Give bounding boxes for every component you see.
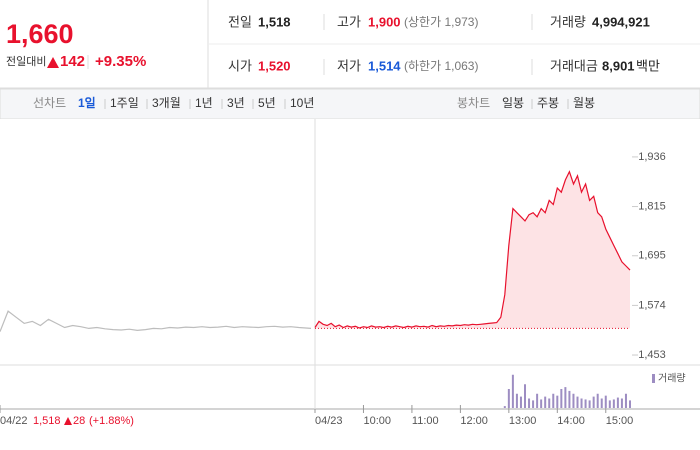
volume-bar bbox=[596, 393, 599, 408]
volume-bar bbox=[556, 395, 559, 408]
period-tab[interactable]: 1년 bbox=[195, 96, 213, 110]
area bbox=[315, 171, 630, 329]
volume-bar bbox=[624, 393, 627, 408]
stat-value: 4,994,921 bbox=[592, 14, 650, 29]
volume-bar bbox=[592, 396, 595, 408]
volume-bar bbox=[548, 398, 551, 408]
candle-tab[interactable]: 월봉 bbox=[573, 96, 595, 110]
y-tick-label: 1,936 bbox=[638, 151, 666, 163]
volume-bar bbox=[568, 390, 571, 408]
legend-swatch bbox=[652, 374, 655, 383]
stat-unit: 백만 bbox=[636, 58, 660, 73]
price-line bbox=[0, 310, 312, 332]
volume-bar bbox=[608, 400, 611, 408]
stat-note: (하한가 1,063) bbox=[404, 59, 478, 73]
volume-bar bbox=[507, 389, 510, 408]
candle-tab[interactable]: 일봉 bbox=[502, 96, 524, 110]
x-tick-label: 10:00 bbox=[363, 415, 391, 427]
volume-bar bbox=[544, 396, 547, 408]
stat-note: (상한가 1,973) bbox=[404, 15, 478, 29]
stat-label: 시가 bbox=[228, 58, 252, 73]
stat-value: 1,520 bbox=[258, 58, 291, 73]
tab-group-label: 선차트 bbox=[33, 96, 66, 110]
period-tab[interactable]: 3년 bbox=[227, 96, 245, 110]
volume-bar bbox=[629, 400, 631, 408]
stat-value: 1,900 bbox=[368, 14, 401, 29]
stat-value: 1,518 bbox=[258, 14, 291, 29]
stat-value: 1,514 bbox=[368, 58, 401, 73]
period-tab[interactable]: 5년 bbox=[258, 96, 276, 110]
x-tick-label: 04/23 bbox=[315, 415, 343, 427]
period-tab[interactable]: 1주일 bbox=[110, 96, 139, 110]
volume-bar bbox=[616, 397, 619, 408]
volume-bar bbox=[560, 389, 563, 408]
legend-label: 거래량 bbox=[658, 373, 686, 385]
prev-change-pct: (+1.88%) bbox=[89, 415, 134, 427]
tab-bar bbox=[0, 88, 700, 120]
volume-bar bbox=[612, 399, 615, 408]
y-tick-label: 1,695 bbox=[638, 250, 666, 262]
stat-label: 거래량 bbox=[550, 14, 586, 29]
tabs: 선차트 봉차트 1일 1주일 3개월 1년 3년 5년 10년 일봉 주봉 월봉 bbox=[33, 96, 595, 110]
volume-bar bbox=[600, 398, 603, 408]
up-arrow bbox=[64, 417, 72, 425]
change-label: 전일대비 bbox=[6, 54, 46, 68]
volume-bar bbox=[564, 387, 567, 408]
change: 142 bbox=[60, 53, 85, 70]
tab-group-label: 봉차트 bbox=[457, 96, 490, 110]
volume-bar bbox=[572, 393, 575, 408]
price: 1,660 bbox=[6, 19, 74, 49]
volume-bar bbox=[515, 393, 518, 408]
volume-bar bbox=[536, 393, 539, 408]
stat-label: 전일 bbox=[228, 14, 252, 29]
x-tick-label: 15:00 bbox=[606, 415, 634, 427]
stat-label: 고가 bbox=[337, 14, 361, 29]
stat-value: 8,901 bbox=[602, 58, 635, 73]
x-tick-label: 12:00 bbox=[460, 415, 488, 427]
x-tick-label: 11:00 bbox=[412, 415, 439, 427]
volume-bar bbox=[588, 400, 591, 408]
price-line bbox=[314, 170, 631, 329]
stat-label: 거래대금 bbox=[550, 58, 598, 73]
volume-bar bbox=[524, 384, 526, 408]
volume-bar bbox=[511, 374, 514, 408]
x-tick-label: 04/22 bbox=[0, 415, 28, 427]
candle-tab[interactable]: 주봉 bbox=[537, 96, 559, 110]
volume-bar bbox=[528, 398, 531, 408]
volume-bar bbox=[519, 396, 522, 408]
up-arrow bbox=[47, 57, 59, 68]
period-tab[interactable]: 1일 bbox=[78, 96, 96, 110]
prev-change: 28 bbox=[73, 415, 85, 427]
prev-close: 1,518 bbox=[33, 415, 61, 427]
volume-bar bbox=[580, 398, 583, 408]
plot: 1,453 1,574 1,695 1,815 1,936 04/22 04/23 10:00… bbox=[0, 119, 686, 427]
volume-bar bbox=[620, 398, 623, 408]
x-tick-label: 13:00 bbox=[509, 415, 537, 427]
y-tick-label: 1,815 bbox=[638, 200, 666, 212]
volume-bar bbox=[532, 400, 535, 408]
volume-bar bbox=[503, 406, 506, 408]
y-tick-label: 1,574 bbox=[638, 299, 666, 311]
y-tick-label: 1,453 bbox=[638, 349, 666, 361]
volume-bar bbox=[584, 399, 587, 408]
volume-bar bbox=[576, 396, 579, 408]
change-pct: +9.35% bbox=[95, 53, 146, 70]
volume-bar bbox=[540, 399, 543, 408]
period-tab[interactable]: 3개월 bbox=[152, 96, 181, 110]
x-tick-label: 14:00 bbox=[557, 415, 585, 427]
volume-bar bbox=[552, 393, 555, 408]
volume-bar bbox=[604, 395, 607, 408]
stat-label: 저가 bbox=[337, 58, 361, 73]
period-tab[interactable]: 10년 bbox=[290, 96, 314, 110]
